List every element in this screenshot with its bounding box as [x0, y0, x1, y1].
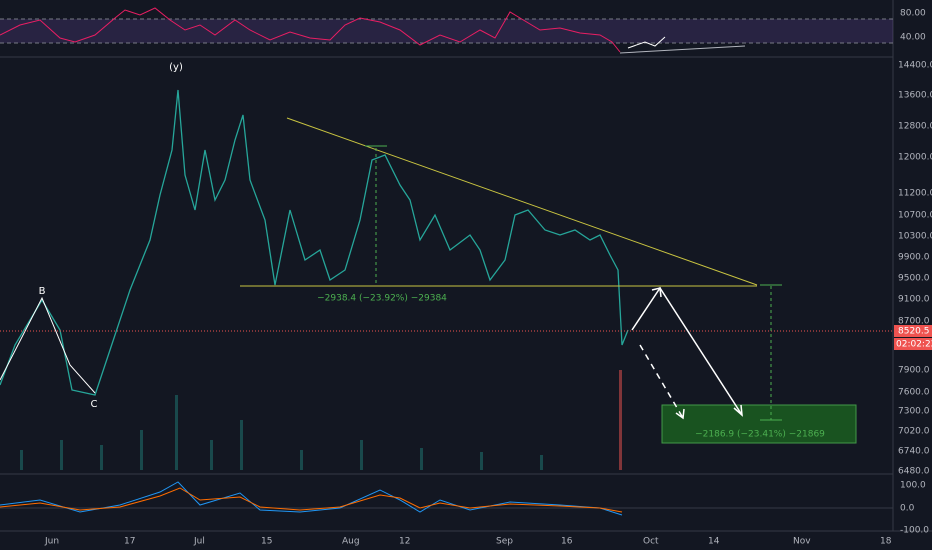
price-axis-label: 8700.0	[898, 317, 930, 327]
price-axis-label: 7900.0	[898, 366, 930, 376]
price-axis-label: 9500.0	[898, 274, 930, 284]
time-axis-label: 12	[399, 537, 410, 547]
measure-label: −2186.9 (−23.41%) −21869	[695, 430, 825, 440]
rsi-axis-label: 80.00	[900, 9, 926, 19]
time-axis-label: Jul	[193, 537, 205, 547]
price-axis-label: 14400.0	[898, 61, 932, 71]
price-axis-label: 9100.0	[898, 295, 930, 305]
arrow-head	[675, 408, 685, 420]
rsi-line	[0, 7, 621, 53]
macd-line	[0, 481, 623, 516]
price-axis-label: 10300.0	[898, 232, 932, 242]
price-path	[0, 89, 629, 396]
wave-lines	[0, 296, 96, 394]
price-axis-label: 7020.0	[898, 427, 930, 437]
last-price: 8520.5	[898, 327, 930, 337]
countdown-box	[894, 338, 932, 350]
target-zone	[661, 404, 857, 444]
rsi-drawing	[627, 36, 666, 49]
price-axis-label: 11200.0	[898, 189, 932, 199]
time-axis-label: 16	[561, 537, 573, 547]
last-price-box	[894, 325, 932, 337]
wave-label: (y)	[169, 62, 183, 73]
price-axis-label: 12000.0	[898, 153, 932, 163]
alt-projection-arrow	[639, 344, 684, 419]
rsi-band	[0, 19, 893, 43]
time-axis-label: Oct	[643, 537, 659, 547]
price-axis-label: 10700.0	[898, 211, 932, 221]
countdown: 02:02:22	[896, 340, 932, 350]
time-axis-label: Sep	[496, 537, 513, 547]
time-axis-label: Nov	[793, 537, 811, 547]
time-axis-label: 17	[124, 537, 135, 547]
time-axis-label: 14	[708, 537, 720, 547]
wave-label: C	[91, 399, 98, 410]
rsi-trendline	[619, 45, 746, 54]
macd-axis-label: 0.0	[900, 504, 915, 514]
price-axis-label: 9900.0	[898, 253, 930, 263]
volume-bars	[20, 395, 543, 470]
wave-label: B	[39, 286, 46, 297]
arrow-heads	[651, 287, 743, 417]
price-axis-label: 13600.0	[898, 91, 932, 101]
price-axis-label: 12800.0	[898, 122, 932, 132]
rsi-axis-label: 40.00	[900, 33, 926, 43]
price-axis: 14400.0 13600.0 12800.0 12000.0 11200.0 …	[894, 61, 932, 477]
macd-axis-label: 100.0	[900, 481, 926, 491]
time-axis: Jun 17 Jul 15 Aug 12 Sep 16 Oct 14 Nov 1…	[44, 537, 892, 547]
signal-line	[0, 487, 623, 513]
time-axis-label: Aug	[342, 537, 360, 547]
measure-label: −2938.4 (−23.92%) −29384	[317, 294, 447, 304]
time-axis-label: 15	[261, 537, 272, 547]
time-axis-label: Jun	[44, 537, 59, 547]
time-axis-label: 18	[880, 537, 892, 547]
volume-spike	[619, 370, 622, 470]
price-axis-label: 6740.0	[898, 447, 930, 457]
macd-axis-label: -100.0	[900, 526, 929, 536]
price-axis-label: 6480.0	[898, 467, 930, 477]
price-axis-label: 7300.0	[898, 407, 930, 417]
price-axis-label: 7600.0	[898, 388, 930, 398]
